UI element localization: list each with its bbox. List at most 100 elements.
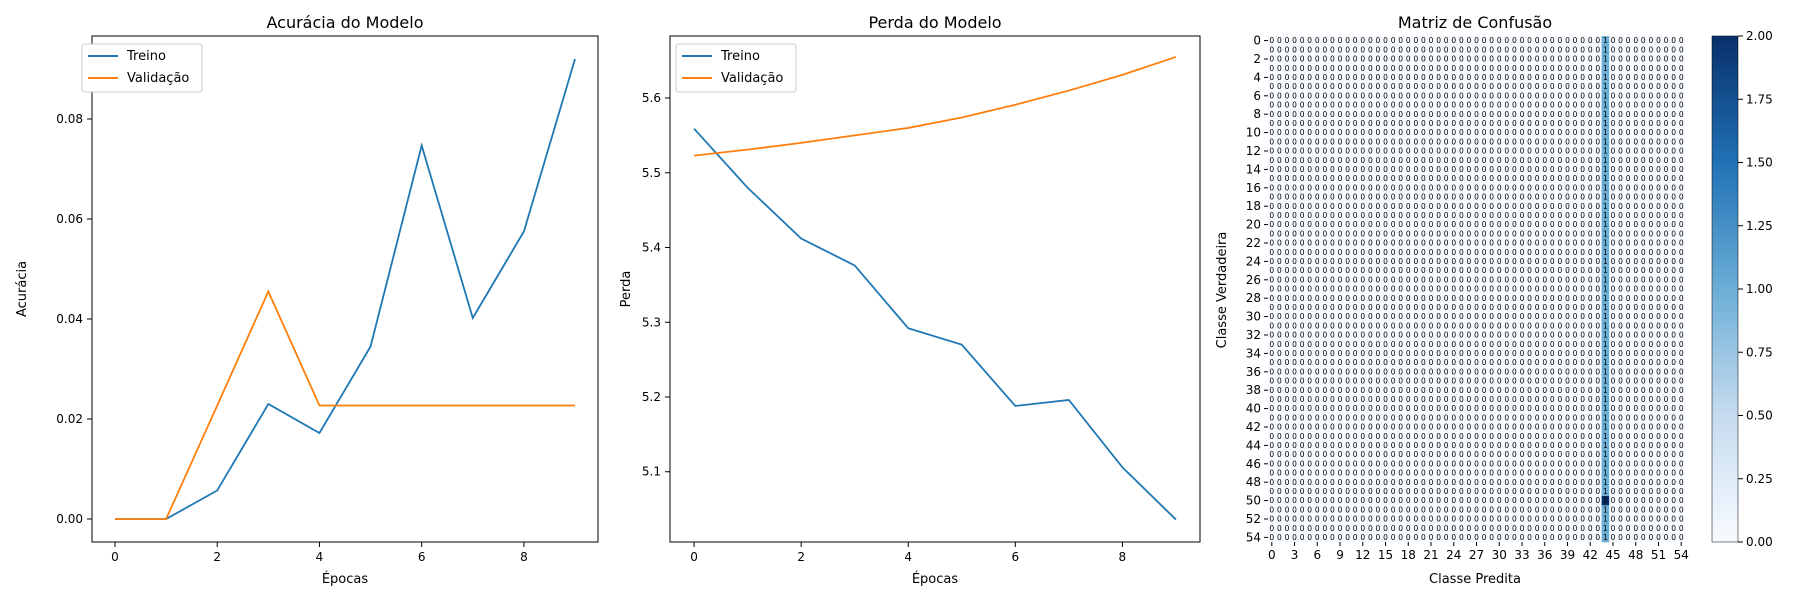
heatmap-cell-value: 1 bbox=[1603, 386, 1608, 395]
heatmap-cell bbox=[1366, 82, 1375, 92]
heatmap-cell bbox=[1275, 118, 1284, 129]
heatmap-cell-value: 0 bbox=[1671, 321, 1676, 330]
heatmap-cell-value: 0 bbox=[1322, 386, 1327, 395]
heatmap-cell-value: 0 bbox=[1285, 147, 1290, 156]
heatmap-cell-value: 0 bbox=[1535, 377, 1540, 386]
heatmap-cell-value: 0 bbox=[1664, 285, 1669, 294]
heatmap-cell bbox=[1328, 54, 1337, 64]
heatmap-cell bbox=[1571, 91, 1580, 101]
heatmap-cell-value: 0 bbox=[1671, 220, 1676, 229]
heatmap-cell-value: 0 bbox=[1338, 119, 1343, 128]
heatmap-cell-value: 0 bbox=[1467, 441, 1472, 450]
heatmap-cell bbox=[1533, 91, 1542, 101]
heatmap-cell bbox=[1495, 109, 1504, 120]
heatmap-cell-value: 0 bbox=[1451, 73, 1456, 82]
heatmap-cell bbox=[1669, 128, 1678, 138]
heatmap-cell-value: 0 bbox=[1633, 147, 1638, 156]
heatmap-cell-value: 0 bbox=[1368, 193, 1373, 202]
heatmap-cell-value: 0 bbox=[1595, 73, 1600, 82]
heatmap-cell-value: 0 bbox=[1292, 432, 1297, 441]
heatmap-cell-value: 0 bbox=[1573, 340, 1578, 349]
heatmap-cell-value: 0 bbox=[1338, 358, 1343, 367]
heatmap-cell-value: 0 bbox=[1648, 183, 1653, 192]
heatmap-cell-value: 0 bbox=[1550, 358, 1555, 367]
heatmap-cell bbox=[1396, 128, 1405, 138]
heatmap-cell-value: 0 bbox=[1413, 413, 1418, 422]
heatmap-cell-value: 0 bbox=[1269, 82, 1274, 91]
heatmap-cell-value: 0 bbox=[1451, 285, 1456, 294]
heatmap-cell-value: 0 bbox=[1580, 45, 1585, 54]
heatmap-cell bbox=[1677, 36, 1686, 46]
heatmap-cell-value: 0 bbox=[1451, 275, 1456, 284]
heatmap-cell bbox=[1601, 82, 1610, 92]
heatmap-cell-value: 0 bbox=[1376, 331, 1381, 340]
heatmap-cell-value: 0 bbox=[1573, 358, 1578, 367]
heatmap-cell-value: 0 bbox=[1330, 91, 1335, 100]
heatmap-cell-value: 0 bbox=[1315, 367, 1320, 376]
heatmap-cell-value: 0 bbox=[1679, 312, 1684, 321]
heatmap-cell bbox=[1578, 82, 1587, 92]
heatmap-cell-value: 0 bbox=[1315, 202, 1320, 211]
heatmap-cell-value: 0 bbox=[1482, 147, 1487, 156]
heatmap-cell-value: 0 bbox=[1573, 128, 1578, 137]
heatmap-cell-value: 0 bbox=[1376, 367, 1381, 376]
heatmap-cell bbox=[1465, 54, 1474, 64]
heatmap-cell-value: 0 bbox=[1330, 349, 1335, 358]
heatmap-cell-value: 0 bbox=[1376, 165, 1381, 174]
heatmap-cell-value: 0 bbox=[1550, 220, 1555, 229]
heatmap-cell-value: 0 bbox=[1664, 266, 1669, 275]
heatmap-cell-value: 0 bbox=[1497, 183, 1502, 192]
heatmap-cell-value: 0 bbox=[1429, 367, 1434, 376]
heatmap-cell bbox=[1548, 128, 1557, 138]
heatmap-cell-value: 0 bbox=[1277, 340, 1282, 349]
heatmap-cell bbox=[1449, 63, 1458, 74]
heatmap-cell bbox=[1283, 82, 1292, 92]
heatmap-cell-value: 0 bbox=[1580, 312, 1585, 321]
heatmap-cell-value: 0 bbox=[1558, 377, 1563, 386]
heatmap-cell-value: 0 bbox=[1595, 55, 1600, 64]
heatmap-cell-value: 0 bbox=[1330, 82, 1335, 91]
heatmap-cell bbox=[1571, 54, 1580, 64]
heatmap-cell-value: 0 bbox=[1474, 183, 1479, 192]
heatmap-cell-value: 0 bbox=[1588, 367, 1593, 376]
heatmap-cell-value: 0 bbox=[1527, 147, 1532, 156]
heatmap-cell-value: 0 bbox=[1368, 285, 1373, 294]
heatmap-cell bbox=[1427, 45, 1436, 55]
heatmap-cell-value: 0 bbox=[1322, 312, 1327, 321]
heatmap-cell-value: 0 bbox=[1338, 423, 1343, 432]
heatmap-cell bbox=[1563, 82, 1572, 92]
heatmap-cell-value: 0 bbox=[1277, 386, 1282, 395]
heatmap-cell bbox=[1609, 63, 1618, 74]
heatmap-cell-value: 0 bbox=[1436, 303, 1441, 312]
heatmap-cell bbox=[1609, 36, 1618, 46]
heatmap-cell-value: 0 bbox=[1444, 441, 1449, 450]
heatmap-cell-value: 0 bbox=[1641, 275, 1646, 284]
heatmap-cell bbox=[1321, 63, 1329, 74]
heatmap-cell-value: 0 bbox=[1489, 294, 1494, 303]
heatmap-cell-value: 0 bbox=[1641, 239, 1646, 248]
heatmap-cell-value: 0 bbox=[1307, 386, 1312, 395]
heatmap-cell-value: 0 bbox=[1307, 321, 1312, 330]
heatmap-cell-value: 0 bbox=[1421, 220, 1426, 229]
heatmap-cell-value: 0 bbox=[1633, 404, 1638, 413]
heatmap-cell-value: 0 bbox=[1398, 193, 1403, 202]
heatmap-cell-value: 0 bbox=[1482, 229, 1487, 238]
heatmap-cell-value: 0 bbox=[1679, 91, 1684, 100]
heatmap-cell-value: 0 bbox=[1300, 101, 1305, 110]
heatmap-cell-value: 0 bbox=[1398, 101, 1403, 110]
heatmap-cell bbox=[1298, 82, 1307, 92]
heatmap-cell-value: 0 bbox=[1315, 404, 1320, 413]
heatmap-cell-value: 0 bbox=[1292, 349, 1297, 358]
heatmap-cell bbox=[1305, 82, 1314, 92]
heatmap-cell-value: 0 bbox=[1307, 64, 1312, 73]
heatmap-cell bbox=[1616, 128, 1625, 138]
heatmap-cell-value: 0 bbox=[1489, 119, 1494, 128]
heatmap-cell-value: 0 bbox=[1535, 165, 1540, 174]
heatmap-cell-value: 0 bbox=[1535, 64, 1540, 73]
heatmap-cell bbox=[1677, 45, 1686, 55]
heatmap-cell bbox=[1578, 91, 1587, 101]
heatmap-cell bbox=[1548, 91, 1557, 101]
heatmap-cell-value: 0 bbox=[1641, 183, 1646, 192]
accuracy-x-tick-label: 4 bbox=[316, 550, 324, 564]
heatmap-cell-value: 0 bbox=[1512, 64, 1517, 73]
